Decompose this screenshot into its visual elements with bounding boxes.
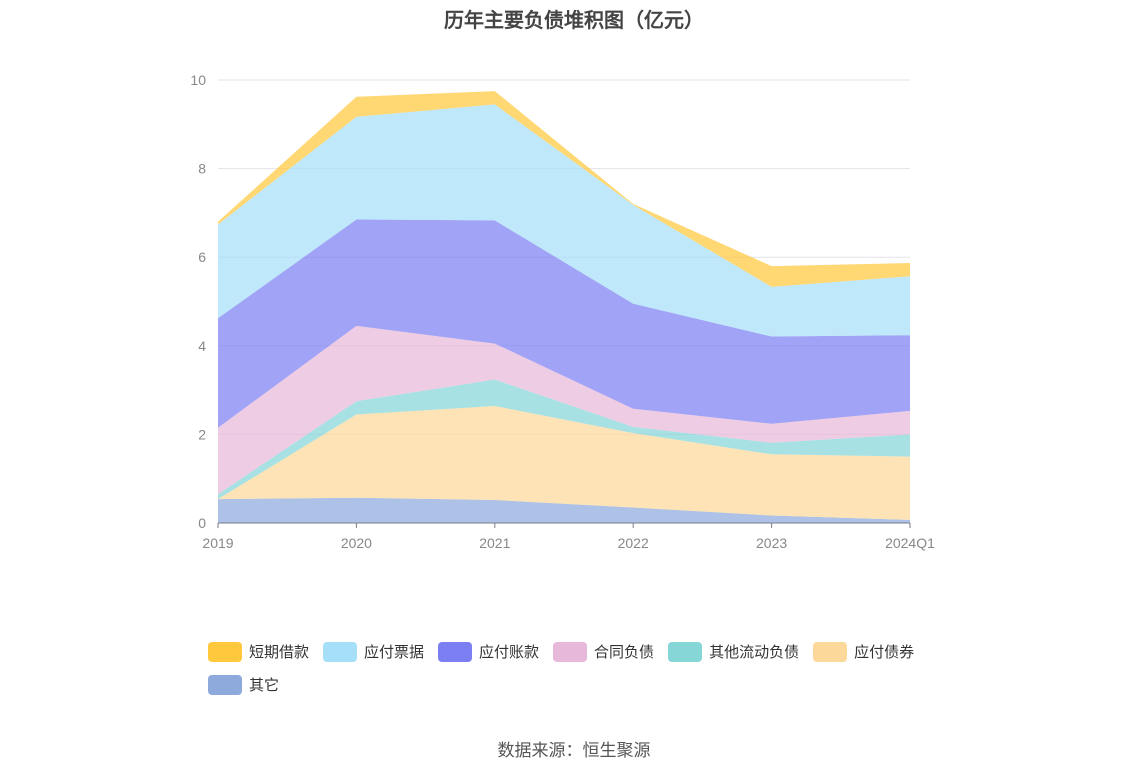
legend-swatch <box>813 641 848 662</box>
series-area <box>218 379 910 500</box>
series-area <box>218 91 910 287</box>
x-tick-label: 2022 <box>618 535 649 551</box>
x-tick-label: 2023 <box>756 535 787 551</box>
y-tick-label: 10 <box>190 72 206 88</box>
legend-swatch <box>553 641 588 662</box>
y-tick-label: 0 <box>198 515 206 531</box>
y-tick-label: 4 <box>198 338 206 354</box>
data-source-note: 数据来源：恒生聚源 <box>497 741 651 761</box>
stacked-area-chart: 0 2 4 6 8 10 2019 2020 2021 2022 2023 2024Q1 <box>190 72 935 551</box>
legend-label: 其它 <box>249 676 280 694</box>
x-tick-label: 2024Q1 <box>885 535 935 551</box>
legend-label: 短期借款 <box>249 643 310 661</box>
x-tick-label: 2021 <box>479 535 510 551</box>
series-area <box>218 497 910 523</box>
legend-swatch <box>438 641 473 662</box>
chart-legend: 短期借款 应付票据 应付账款 合同负债 其他流动负债 应付债券其它 <box>208 640 968 696</box>
series-area <box>218 406 910 520</box>
legend-item[interactable]: 短期借款 <box>208 640 309 663</box>
legend-item[interactable]: 合同负债 <box>553 640 654 663</box>
legend-label: 应付票据 <box>364 643 425 661</box>
chart-title: 历年主要负债堆积图（亿元） <box>444 8 704 32</box>
legend-label: 合同负债 <box>594 643 655 661</box>
legend-label: 其他流动负债 <box>709 643 800 661</box>
legend-item[interactable]: 应付债券 <box>813 640 914 663</box>
legend-item[interactable]: 应付票据 <box>323 640 424 663</box>
legend-swatch <box>208 674 242 695</box>
legend-swatch <box>323 641 358 662</box>
legend-item[interactable]: 其他流动负债 <box>668 640 799 663</box>
legend-label: 应付债券 <box>854 643 915 661</box>
series-area <box>218 219 910 428</box>
series-area <box>218 104 910 337</box>
y-tick-label: 6 <box>198 249 206 265</box>
legend-swatch <box>208 641 242 662</box>
x-tick-label: 2020 <box>341 535 372 551</box>
legend-swatch <box>668 641 703 662</box>
x-tick-label: 2019 <box>202 535 233 551</box>
y-tick-label: 2 <box>198 426 206 442</box>
series-area <box>218 325 910 495</box>
legend-item[interactable]: 应付账款 <box>438 640 539 663</box>
y-tick-label: 8 <box>198 161 206 177</box>
legend-item[interactable]: 其它 <box>208 673 279 696</box>
legend-label: 应付账款 <box>479 643 540 661</box>
